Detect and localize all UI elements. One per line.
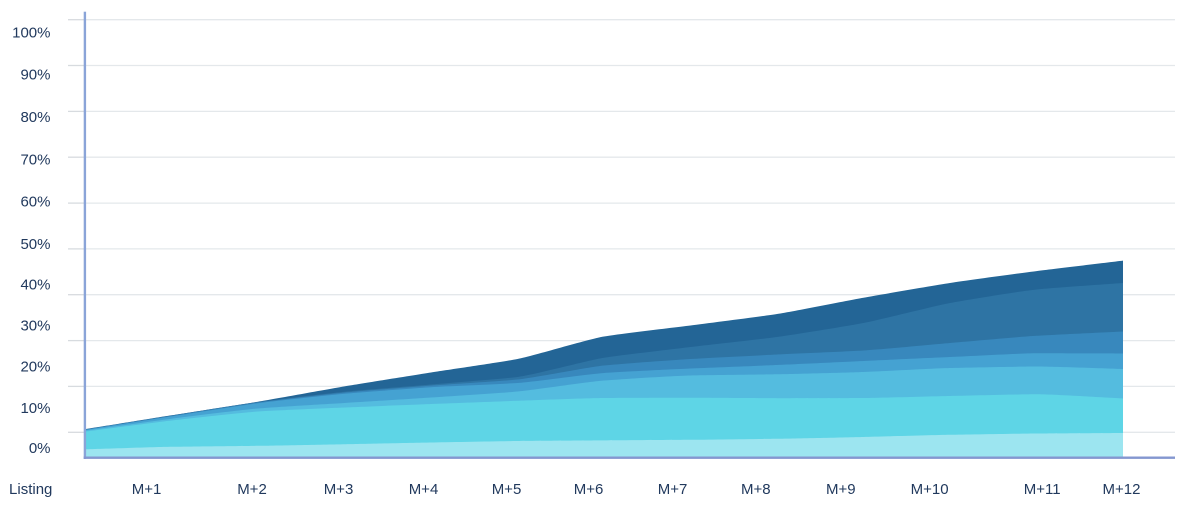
svg-text:M+8: M+8 <box>741 481 771 498</box>
svg-text:10%: 10% <box>20 400 50 417</box>
svg-text:80%: 80% <box>20 109 50 126</box>
svg-text:M+1: M+1 <box>132 481 162 498</box>
svg-text:M+3: M+3 <box>324 481 354 498</box>
svg-text:50%: 50% <box>20 236 50 253</box>
svg-text:100%: 100% <box>12 24 50 41</box>
svg-text:M+2: M+2 <box>237 481 267 498</box>
svg-text:M+11: M+11 <box>1024 481 1061 498</box>
svg-text:Listing: Listing <box>9 481 52 498</box>
svg-text:M+4: M+4 <box>409 481 439 498</box>
svg-text:M+9: M+9 <box>826 481 856 498</box>
svg-text:M+10: M+10 <box>911 481 949 498</box>
svg-text:30%: 30% <box>20 318 50 335</box>
svg-text:M+12: M+12 <box>1103 481 1141 498</box>
svg-text:70%: 70% <box>20 151 50 168</box>
svg-text:60%: 60% <box>20 194 50 211</box>
svg-text:20%: 20% <box>20 358 50 375</box>
svg-text:M+6: M+6 <box>574 481 604 498</box>
svg-text:90%: 90% <box>20 67 50 84</box>
svg-text:M+7: M+7 <box>658 481 688 498</box>
svg-text:M+5: M+5 <box>492 481 522 498</box>
svg-text:40%: 40% <box>20 277 50 294</box>
svg-text:0%: 0% <box>29 440 51 457</box>
